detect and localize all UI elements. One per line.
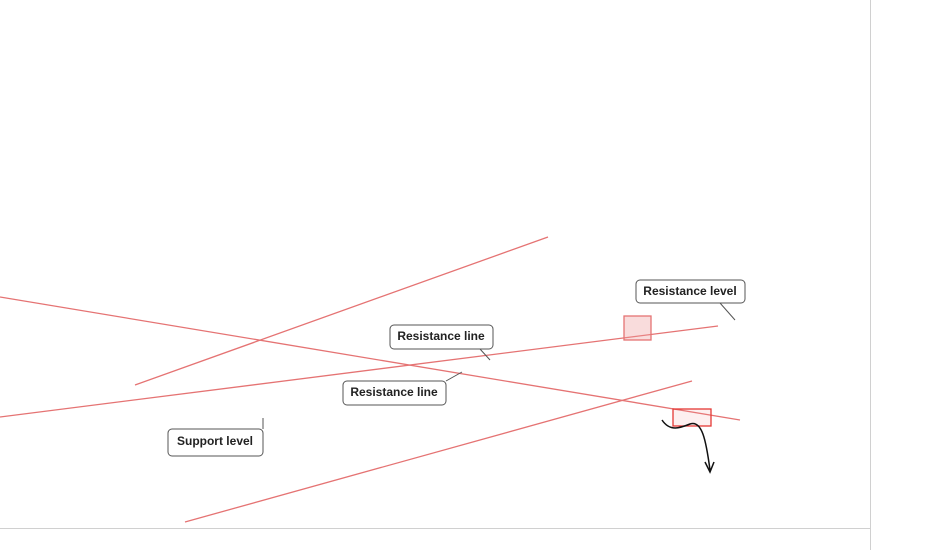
callout-box: [167, 428, 264, 457]
callout-text: Resistance line: [397, 329, 485, 343]
callout-box: [342, 380, 447, 406]
trend-line: [184, 380, 693, 523]
callout-text: Resistance level: [643, 284, 736, 298]
arrow-head: [704, 461, 715, 474]
highlight-box: [623, 315, 652, 341]
callout-box: [635, 279, 746, 304]
callout-pointer: [719, 302, 736, 321]
target-box: [672, 408, 712, 427]
callout-box: [389, 324, 494, 350]
trend-line: [134, 236, 549, 386]
callout-text: Resistance line: [350, 385, 438, 399]
forecast-arrow: [661, 419, 711, 471]
drawings: [0, 236, 741, 523]
trend-line: [0, 325, 719, 418]
callout-text: Support level: [177, 434, 253, 448]
trend-line: [0, 296, 741, 421]
callout-pointer: [479, 348, 491, 361]
callouts: Resistance level Resistance line Resista…: [167, 279, 746, 457]
callout-pointer: [445, 371, 463, 382]
